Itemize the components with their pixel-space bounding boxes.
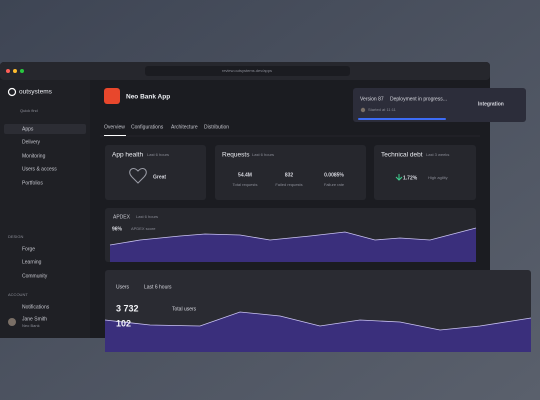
close-dot[interactable]: [6, 69, 10, 73]
logo-icon: [7, 87, 17, 97]
nav-item[interactable]: Notifications: [22, 304, 50, 310]
card-title: Technical debt: [381, 152, 423, 159]
debt-value: 1.72%: [403, 175, 418, 181]
search[interactable]: Quick find: [20, 108, 38, 113]
card: [105, 145, 206, 200]
card: [374, 145, 476, 200]
users-value: 3 732: [116, 303, 139, 313]
tab[interactable]: Distribution: [204, 124, 229, 130]
users-label: Total users: [172, 306, 197, 312]
url: review.outsystems.dev/apps: [222, 68, 272, 73]
app-icon: [104, 88, 120, 104]
card-title: Users: [116, 284, 130, 290]
section-heading: ACCOUNT: [8, 292, 28, 297]
heart-icon: [129, 168, 147, 184]
metric-value: 832: [285, 172, 294, 178]
url-bar[interactable]: [145, 66, 350, 76]
card-title: Requests: [222, 152, 250, 159]
notification[interactable]: [353, 88, 526, 122]
nav-item[interactable]: Delivery: [22, 139, 41, 145]
debt-label: High agility: [428, 175, 448, 180]
card-period: Last 6 hours: [252, 152, 274, 157]
notification-time: Started at 11:11: [368, 107, 397, 112]
nav-item[interactable]: Portfolios: [22, 180, 43, 186]
users-value: 102: [116, 318, 131, 328]
users-line: [104, 311, 532, 331]
tab[interactable]: Architecture: [171, 124, 198, 130]
avatar[interactable]: [8, 318, 16, 326]
card-period: Last 6 hours: [147, 152, 169, 157]
environment: Integration: [478, 101, 504, 107]
card-period: Last 6 hours: [144, 284, 172, 290]
logo: outsystems: [19, 89, 53, 96]
zoom-dot[interactable]: [20, 69, 24, 73]
nav-item[interactable]: Apps: [22, 126, 34, 132]
nav-item[interactable]: Learning: [22, 259, 42, 265]
nav-item[interactable]: Users & access: [22, 166, 57, 172]
apdex-area: [110, 228, 476, 262]
user-org: Neo Bank: [22, 323, 40, 328]
metric-value: 54.4M: [238, 172, 252, 178]
metric-label: Failure rate: [324, 182, 345, 187]
nav-item[interactable]: Community: [22, 273, 48, 279]
card-title: App health: [112, 152, 143, 159]
section-heading: DESIGN: [8, 234, 23, 239]
card-period: Last 6 hours: [136, 214, 158, 219]
apdex-line: [109, 227, 477, 246]
avatar: [360, 107, 366, 113]
minimize-dot[interactable]: [13, 69, 17, 73]
nav-item[interactable]: Forge: [22, 246, 35, 252]
notification-title: Version 87: [360, 96, 384, 102]
progress-bar: [358, 118, 446, 120]
down-arrow: [395, 174, 403, 181]
user-name[interactable]: Jane Smith: [22, 316, 47, 322]
tab[interactable]: Configurations: [131, 124, 164, 130]
app-title: Neo Bank App: [126, 94, 170, 101]
tab[interactable]: Overview: [104, 124, 125, 130]
metric-label: Failed requests: [275, 182, 302, 187]
card-period: Last 3 weeks: [426, 152, 449, 157]
apdex-label: APDEX score: [131, 226, 156, 231]
apdex-value: 96%: [112, 226, 123, 232]
active-nav: [4, 124, 86, 134]
metric-label: Total requests: [233, 182, 258, 187]
metric-value: 0.0085%: [324, 172, 344, 178]
card-title: APDEX: [113, 214, 131, 220]
health-status: Great: [153, 174, 166, 180]
nav-item[interactable]: Monitoring: [22, 153, 46, 159]
sidebar: [0, 80, 90, 338]
card: [215, 145, 366, 200]
notification-message: Deployment in progress...: [390, 96, 447, 102]
